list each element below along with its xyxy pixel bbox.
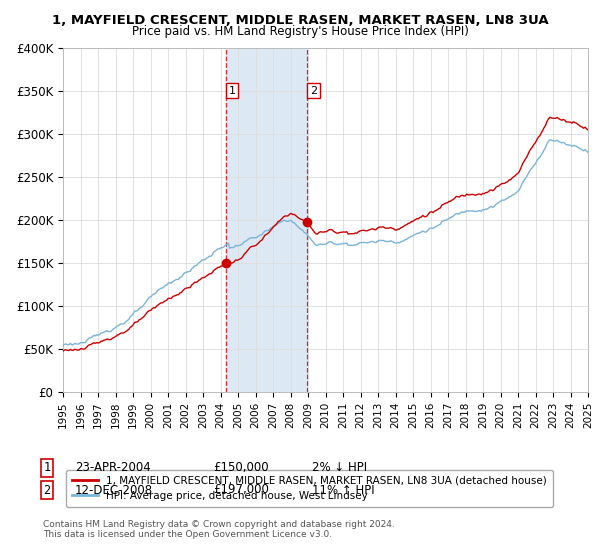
Text: 1: 1: [229, 86, 236, 96]
Text: 2: 2: [43, 483, 50, 497]
Text: Price paid vs. HM Land Registry's House Price Index (HPI): Price paid vs. HM Land Registry's House …: [131, 25, 469, 38]
Legend: 1, MAYFIELD CRESCENT, MIDDLE RASEN, MARKET RASEN, LN8 3UA (detached house), HPI:: 1, MAYFIELD CRESCENT, MIDDLE RASEN, MARK…: [65, 469, 553, 507]
Text: 2% ↓ HPI: 2% ↓ HPI: [312, 461, 367, 474]
Text: Contains HM Land Registry data © Crown copyright and database right 2024.
This d: Contains HM Land Registry data © Crown c…: [43, 520, 395, 539]
Text: 12-DEC-2008: 12-DEC-2008: [75, 483, 153, 497]
Text: 11% ↑ HPI: 11% ↑ HPI: [312, 483, 374, 497]
Bar: [226, 48, 307, 392]
Text: £150,000: £150,000: [213, 461, 269, 474]
Text: 23-APR-2004: 23-APR-2004: [75, 461, 151, 474]
Text: £197,000: £197,000: [213, 483, 269, 497]
Text: 1: 1: [43, 461, 50, 474]
Text: 2: 2: [310, 86, 317, 96]
Text: 1, MAYFIELD CRESCENT, MIDDLE RASEN, MARKET RASEN, LN8 3UA: 1, MAYFIELD CRESCENT, MIDDLE RASEN, MARK…: [52, 14, 548, 27]
